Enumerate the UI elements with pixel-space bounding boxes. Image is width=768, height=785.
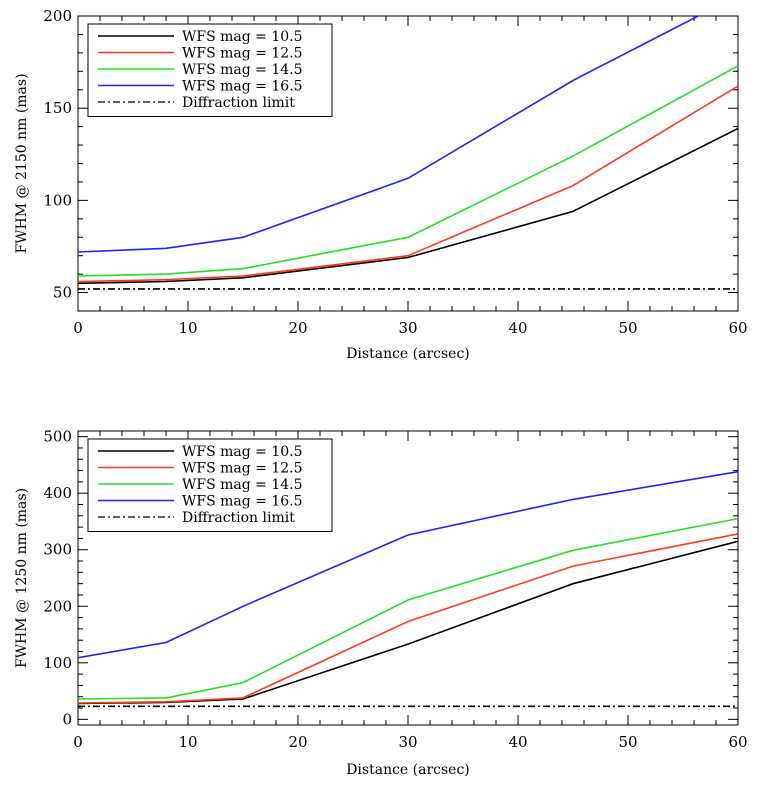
x-axis-title: Distance (arcsec) [346,762,470,778]
x-tick-label: 20 [288,733,307,751]
series-line [78,65,738,277]
legend-label: WFS mag = 14.5 [182,62,303,78]
x-tick-label: 20 [288,319,307,337]
y-tick-label: 150 [43,99,72,117]
y-tick-label: 500 [43,428,72,446]
x-tick-label: 60 [728,733,747,751]
y-tick-label: 400 [43,484,72,502]
y-tick-label: 200 [43,7,72,25]
y-tick-label: 100 [43,654,72,672]
series-line [78,127,738,285]
legend-label: Diffraction limit [182,95,295,111]
chart-1: 0 10 20 30 40 50 60 50 100 150 200 Distance (arcsec… [14,7,748,362]
legend-label: WFS mag = 14.5 [182,477,303,493]
y-axis-title: FWHM @ 2150 nm (mas) [14,73,30,253]
legend-label: WFS mag = 16.5 [182,494,303,510]
x-tick-label: 60 [728,319,747,337]
legend-box [87,23,333,117]
series-line [78,85,738,283]
x-tick-label: 10 [178,319,197,337]
legend-label: WFS mag = 10.5 [182,29,303,45]
x-axis-title: Distance (arcsec) [346,346,470,362]
legend-label: WFS mag = 16.5 [182,79,303,95]
series-line [78,517,738,700]
y-tick-label: 0 [62,710,72,728]
legend-label: WFS mag = 12.5 [182,46,303,62]
y-tick-label: 100 [43,191,72,209]
y-tick-label: 300 [43,541,72,559]
series-line [78,470,738,659]
x-tick-label: 50 [618,733,637,751]
chart-2: 0 10 20 30 40 50 60 0 100 200 300 400 500 Distance (a… [14,428,748,778]
series-line [78,533,738,704]
legend-box [87,438,333,532]
series-line [78,16,700,253]
y-tick-label: 200 [43,597,72,615]
legend-label: WFS mag = 12.5 [182,461,303,477]
x-tick-label: 40 [508,319,527,337]
legend-label: Diffraction limit [182,510,295,526]
x-tick-label: 0 [73,319,83,337]
x-tick-label: 30 [398,319,417,337]
series-group [78,470,738,708]
series-group [78,16,738,290]
x-tick-label: 30 [398,733,417,751]
series-line [78,540,738,705]
y-axis-title: FWHM @ 1250 nm (mas) [14,488,30,668]
y-tick-label: 50 [53,284,72,302]
x-tick-label: 50 [618,319,637,337]
x-tick-label: 10 [178,733,197,751]
legend-label: WFS mag = 10.5 [182,444,303,460]
x-tick-label: 40 [508,733,527,751]
x-tick-label: 0 [73,733,83,751]
